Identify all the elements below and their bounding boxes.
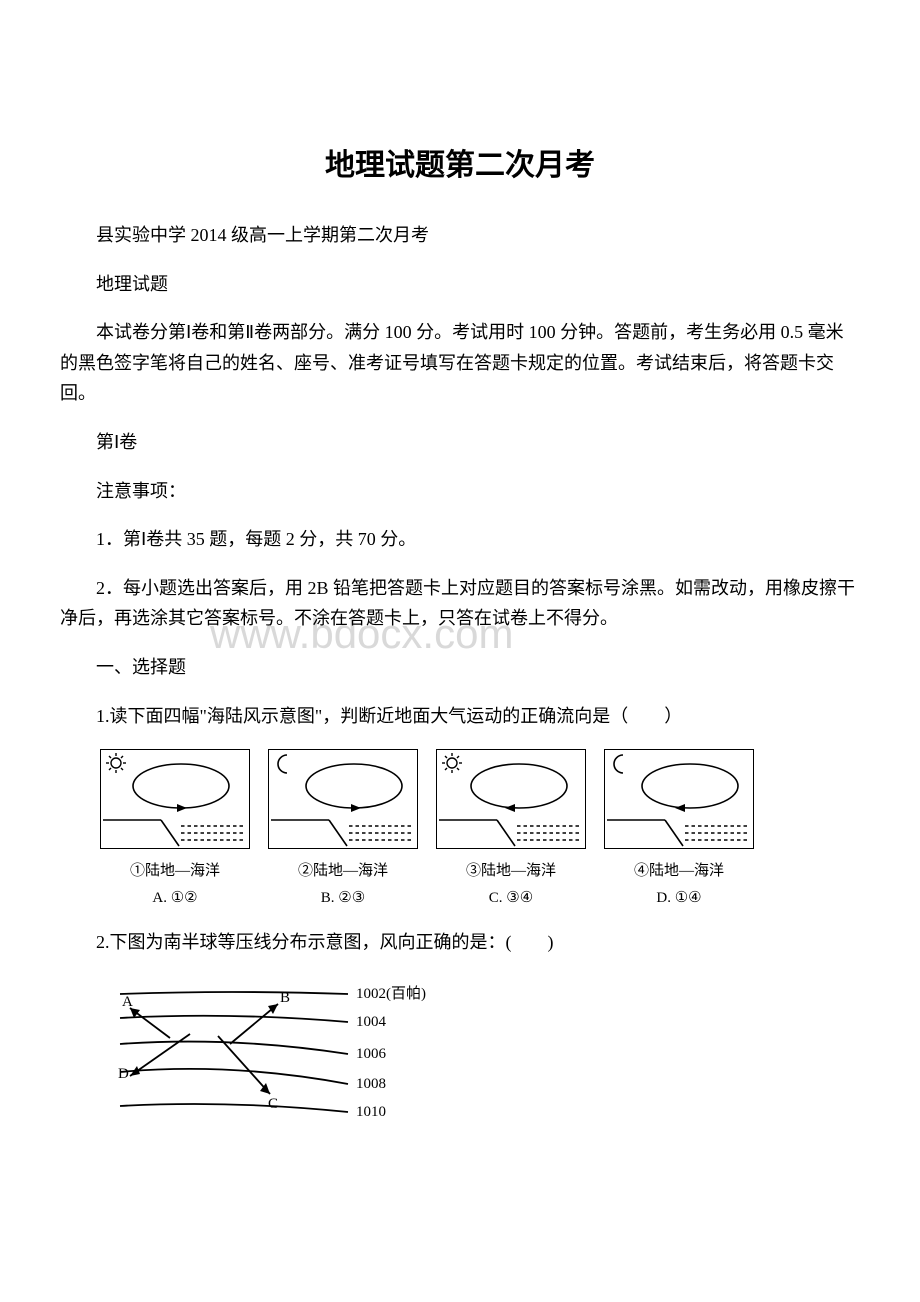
q1-figure-4: ④陆地—海洋 (604, 749, 754, 880)
q2-arrow-c: C (268, 1096, 278, 1112)
question-2-text: 2.下图为南半球等压线分布示意图，风向正确的是：( ) (60, 927, 860, 958)
exam-title: 地理试题第二次月考 (60, 140, 860, 184)
section-1-label: 一、选择题 (60, 652, 860, 683)
moon-icon (614, 755, 623, 773)
q1-caption-4: ④陆地—海洋 (634, 859, 724, 880)
q1-diagram-4 (605, 750, 753, 848)
sun-icon (442, 753, 462, 773)
q2-arrow-a: A (122, 994, 133, 1010)
part1-label: 第Ⅰ卷 (60, 427, 860, 458)
q1-option-c: C. ③④ (436, 888, 586, 907)
q1-diagram-3 (437, 750, 585, 848)
notice-2: 2．每小题选出答案后，用 2B 铅笔把答题卡上对应题目的答案标号涂黑。如需改动，… (60, 573, 860, 634)
notice-label: 注意事项： (60, 476, 860, 507)
q1-diagram-1 (101, 750, 249, 848)
q2-arrow-d: D (118, 1066, 129, 1082)
q1-caption-3: ③陆地—海洋 (466, 859, 556, 880)
q2-label-1008: 1008 (356, 1076, 386, 1092)
notice-1: 1．第Ⅰ卷共 35 题，每题 2 分，共 70 分。 (60, 524, 860, 555)
header-line: 县实验中学 2014 级高一上学期第二次月考 (60, 220, 860, 251)
q1-caption-1: ①陆地—海洋 (130, 859, 220, 880)
q1-figures: ①陆地—海洋 ②陆地—海洋 (100, 749, 860, 880)
question-1-text: 1.读下面四幅"海陆风示意图"，判断近地面大气运动的正确流向是（ ） (60, 701, 860, 732)
sun-icon (106, 753, 126, 773)
q2-arrow-b: B (280, 990, 290, 1006)
q1-diagram-2 (269, 750, 417, 848)
q1-options: A. ①② B. ②③ C. ③④ D. ①④ (100, 888, 860, 907)
q1-figure-1: ①陆地—海洋 (100, 749, 250, 880)
moon-icon (278, 755, 287, 773)
q1-figure-2: ②陆地—海洋 (268, 749, 418, 880)
q1-figure-3: ③陆地—海洋 (436, 749, 586, 880)
q2-label-1006: 1006 (356, 1046, 387, 1062)
subject-line: 地理试题 (60, 269, 860, 300)
intro-paragraph: 本试卷分第Ⅰ卷和第Ⅱ卷两部分。满分 100 分。考试用时 100 分钟。答题前，… (60, 317, 860, 409)
q2-figure: 1002(百帕) 1004 1006 1008 1010 A B C D (100, 976, 860, 1141)
q1-option-d: D. ①④ (604, 888, 754, 907)
q1-caption-2: ②陆地—海洋 (298, 859, 388, 880)
q2-label-1002: 1002(百帕) (356, 985, 426, 1002)
q1-option-a: A. ①② (100, 888, 250, 907)
q2-isobar-diagram: 1002(百帕) 1004 1006 1008 1010 A B C D (100, 976, 440, 1136)
q1-option-b: B. ②③ (268, 888, 418, 907)
q2-label-1004: 1004 (356, 1014, 387, 1030)
q2-label-1010: 1010 (356, 1104, 386, 1120)
